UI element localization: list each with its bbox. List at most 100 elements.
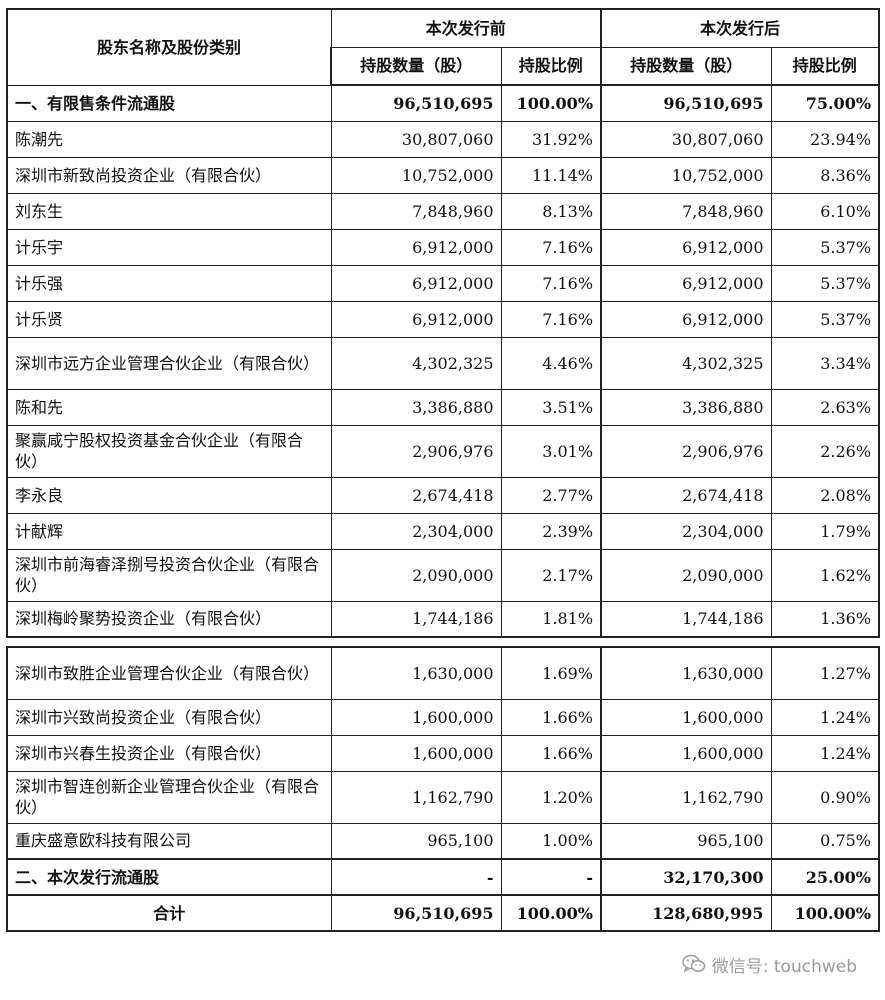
after-ratio: 0.75% xyxy=(770,822,880,860)
before-shares: 30,807,060 xyxy=(330,120,502,158)
before-shares: 6,912,000 xyxy=(330,300,502,338)
after-shares: 965,100 xyxy=(600,822,772,860)
table-row: 深圳市致胜企业管理合伙企业（有限合伙） 1,630,000 1.69% 1,63… xyxy=(6,646,880,700)
after-shares: 1,744,186 xyxy=(600,600,772,638)
shareholder-name: 深圳市远方企业管理合伙企业（有限合伙） xyxy=(6,336,332,390)
header-before: 本次发行前 xyxy=(330,8,602,48)
before-ratio: 3.01% xyxy=(500,424,602,478)
after-shares: 1,600,000 xyxy=(600,734,772,772)
total-label: 合计 xyxy=(6,894,332,932)
shareholder-name: 李永良 xyxy=(6,476,332,514)
before-shares: 1,600,000 xyxy=(330,698,502,736)
table-row: 重庆盛意欧科技有限公司 965,100 1.00% 965,100 0.75% xyxy=(6,822,880,860)
after-ratio: 5.37% xyxy=(770,228,881,266)
table-row: 聚赢咸宁股权投资基金合伙企业（有限合伙） 2,906,976 3.01% 2,9… xyxy=(6,424,881,478)
shareholder-name: 深圳市致胜企业管理合伙企业（有限合伙） xyxy=(6,646,332,700)
after-ratio: 1.24% xyxy=(770,698,880,736)
after-ratio: 6.10% xyxy=(770,192,881,230)
table-row: 刘东生 7,848,960 8.13% 7,848,960 6.10% xyxy=(6,192,881,230)
shareholder-name: 计乐贤 xyxy=(6,300,332,338)
after-shares: 6,912,000 xyxy=(600,300,772,338)
before-shares: 2,304,000 xyxy=(330,512,502,550)
wechat-icon xyxy=(682,954,705,973)
shareholder-name: 重庆盛意欧科技有限公司 xyxy=(6,822,332,860)
before-ratio: 7.16% xyxy=(500,264,602,302)
before-shares: 2,674,418 xyxy=(330,476,502,514)
before-ratio: 2.39% xyxy=(500,512,602,550)
before-ratio: 8.13% xyxy=(500,192,602,230)
table-row: 陈和先 3,386,880 3.51% 3,386,880 2.63% xyxy=(6,388,881,426)
after-ratio: 1.24% xyxy=(770,734,880,772)
before-ratio: 1.69% xyxy=(500,646,602,700)
header-after: 本次发行后 xyxy=(600,8,881,48)
after-ratio: 23.94% xyxy=(770,120,881,158)
before-ratio: 1.66% xyxy=(500,698,602,736)
after-shares: 1,162,790 xyxy=(600,770,772,824)
header-before-shares: 持股数量（股） xyxy=(330,46,502,86)
total-row: 合计 96,510,695 100.00% 128,680,995 100.00… xyxy=(6,894,880,932)
table-row: 深圳市前海睿泽捌号投资合伙企业（有限合伙） 2,090,000 2.17% 2,… xyxy=(6,548,881,602)
table-row: 计乐强 6,912,000 7.16% 6,912,000 5.37% xyxy=(6,264,881,302)
before-shares: 2,090,000 xyxy=(330,548,502,602)
header-after-shares: 持股数量（股） xyxy=(600,46,772,86)
after-ratio: 1.27% xyxy=(770,646,880,700)
after-shares: 30,807,060 xyxy=(600,120,772,158)
after-ratio: 8.36% xyxy=(770,156,881,194)
section1-before-ratio: 100.00% xyxy=(500,84,602,122)
before-shares: 1,600,000 xyxy=(330,734,502,772)
after-shares: 10,752,000 xyxy=(600,156,772,194)
total-before-ratio: 100.00% xyxy=(500,894,602,932)
before-ratio: 11.14% xyxy=(500,156,602,194)
header-row-1: 股东名称及股份类别 本次发行前 本次发行后 xyxy=(6,8,881,86)
after-shares: 2,674,418 xyxy=(600,476,772,514)
after-shares: 2,906,976 xyxy=(600,424,772,478)
after-ratio: 3.34% xyxy=(770,336,881,390)
after-shares: 1,600,000 xyxy=(600,698,772,736)
before-shares: 1,630,000 xyxy=(330,646,502,700)
table-row: 深圳市兴春生投资企业（有限合伙） 1,600,000 1.66% 1,600,0… xyxy=(6,734,880,772)
before-shares: 965,100 xyxy=(330,822,502,860)
table-row: 深圳市远方企业管理合伙企业（有限合伙） 4,302,325 4.46% 4,30… xyxy=(6,336,881,390)
shareholder-name: 计乐宇 xyxy=(6,228,332,266)
before-shares: 2,906,976 xyxy=(330,424,502,478)
before-shares: 1,162,790 xyxy=(330,770,502,824)
after-shares: 7,848,960 xyxy=(600,192,772,230)
after-ratio: 5.37% xyxy=(770,300,881,338)
before-shares: 4,302,325 xyxy=(330,336,502,390)
after-ratio: 1.36% xyxy=(770,600,881,638)
total-after-ratio: 100.00% xyxy=(770,894,880,932)
header-name: 股东名称及股份类别 xyxy=(6,8,332,86)
after-shares: 4,302,325 xyxy=(600,336,772,390)
after-shares: 2,304,000 xyxy=(600,512,772,550)
after-shares: 6,912,000 xyxy=(600,228,772,266)
section1-label: 一、有限售条件流通股 xyxy=(6,84,332,122)
shareholder-name: 深圳梅岭聚势投资企业（有限合伙） xyxy=(6,600,332,638)
table-row: 深圳梅岭聚势投资企业（有限合伙） 1,744,186 1.81% 1,744,1… xyxy=(6,600,881,638)
shareholder-name: 陈潮先 xyxy=(6,120,332,158)
before-ratio: 4.46% xyxy=(500,336,602,390)
after-shares: 3,386,880 xyxy=(600,388,772,426)
header-before-ratio: 持股比例 xyxy=(500,46,602,86)
shareholder-name: 深圳市兴致尚投资企业（有限合伙） xyxy=(6,698,332,736)
before-ratio: 1.20% xyxy=(500,770,602,824)
after-shares: 6,912,000 xyxy=(600,264,772,302)
before-ratio: 1.00% xyxy=(500,822,602,860)
shareholder-name: 刘东生 xyxy=(6,192,332,230)
watermark-text: 微信号: touchweb xyxy=(711,956,857,977)
before-shares: 10,752,000 xyxy=(330,156,502,194)
before-ratio: 2.77% xyxy=(500,476,602,514)
shareholding-table-part1: 股东名称及股份类别 本次发行前 本次发行后 持股数量（股） 持股比例 持股数量（… xyxy=(6,8,881,638)
before-ratio: 1.81% xyxy=(500,600,602,638)
section2-label: 二、本次发行流通股 xyxy=(6,858,332,896)
shareholder-name: 计乐强 xyxy=(6,264,332,302)
table-row: 李永良 2,674,418 2.77% 2,674,418 2.08% xyxy=(6,476,881,514)
table-row: 计乐宇 6,912,000 7.16% 6,912,000 5.37% xyxy=(6,228,881,266)
table-row: 陈潮先 30,807,060 31.92% 30,807,060 23.94% xyxy=(6,120,881,158)
total-before-shares: 96,510,695 xyxy=(330,894,502,932)
before-ratio: 7.16% xyxy=(500,300,602,338)
after-ratio: 1.79% xyxy=(770,512,881,550)
before-shares: 6,912,000 xyxy=(330,264,502,302)
after-shares: 1,630,000 xyxy=(600,646,772,700)
section2-before-shares: - xyxy=(330,858,502,896)
before-ratio: 2.17% xyxy=(500,548,602,602)
